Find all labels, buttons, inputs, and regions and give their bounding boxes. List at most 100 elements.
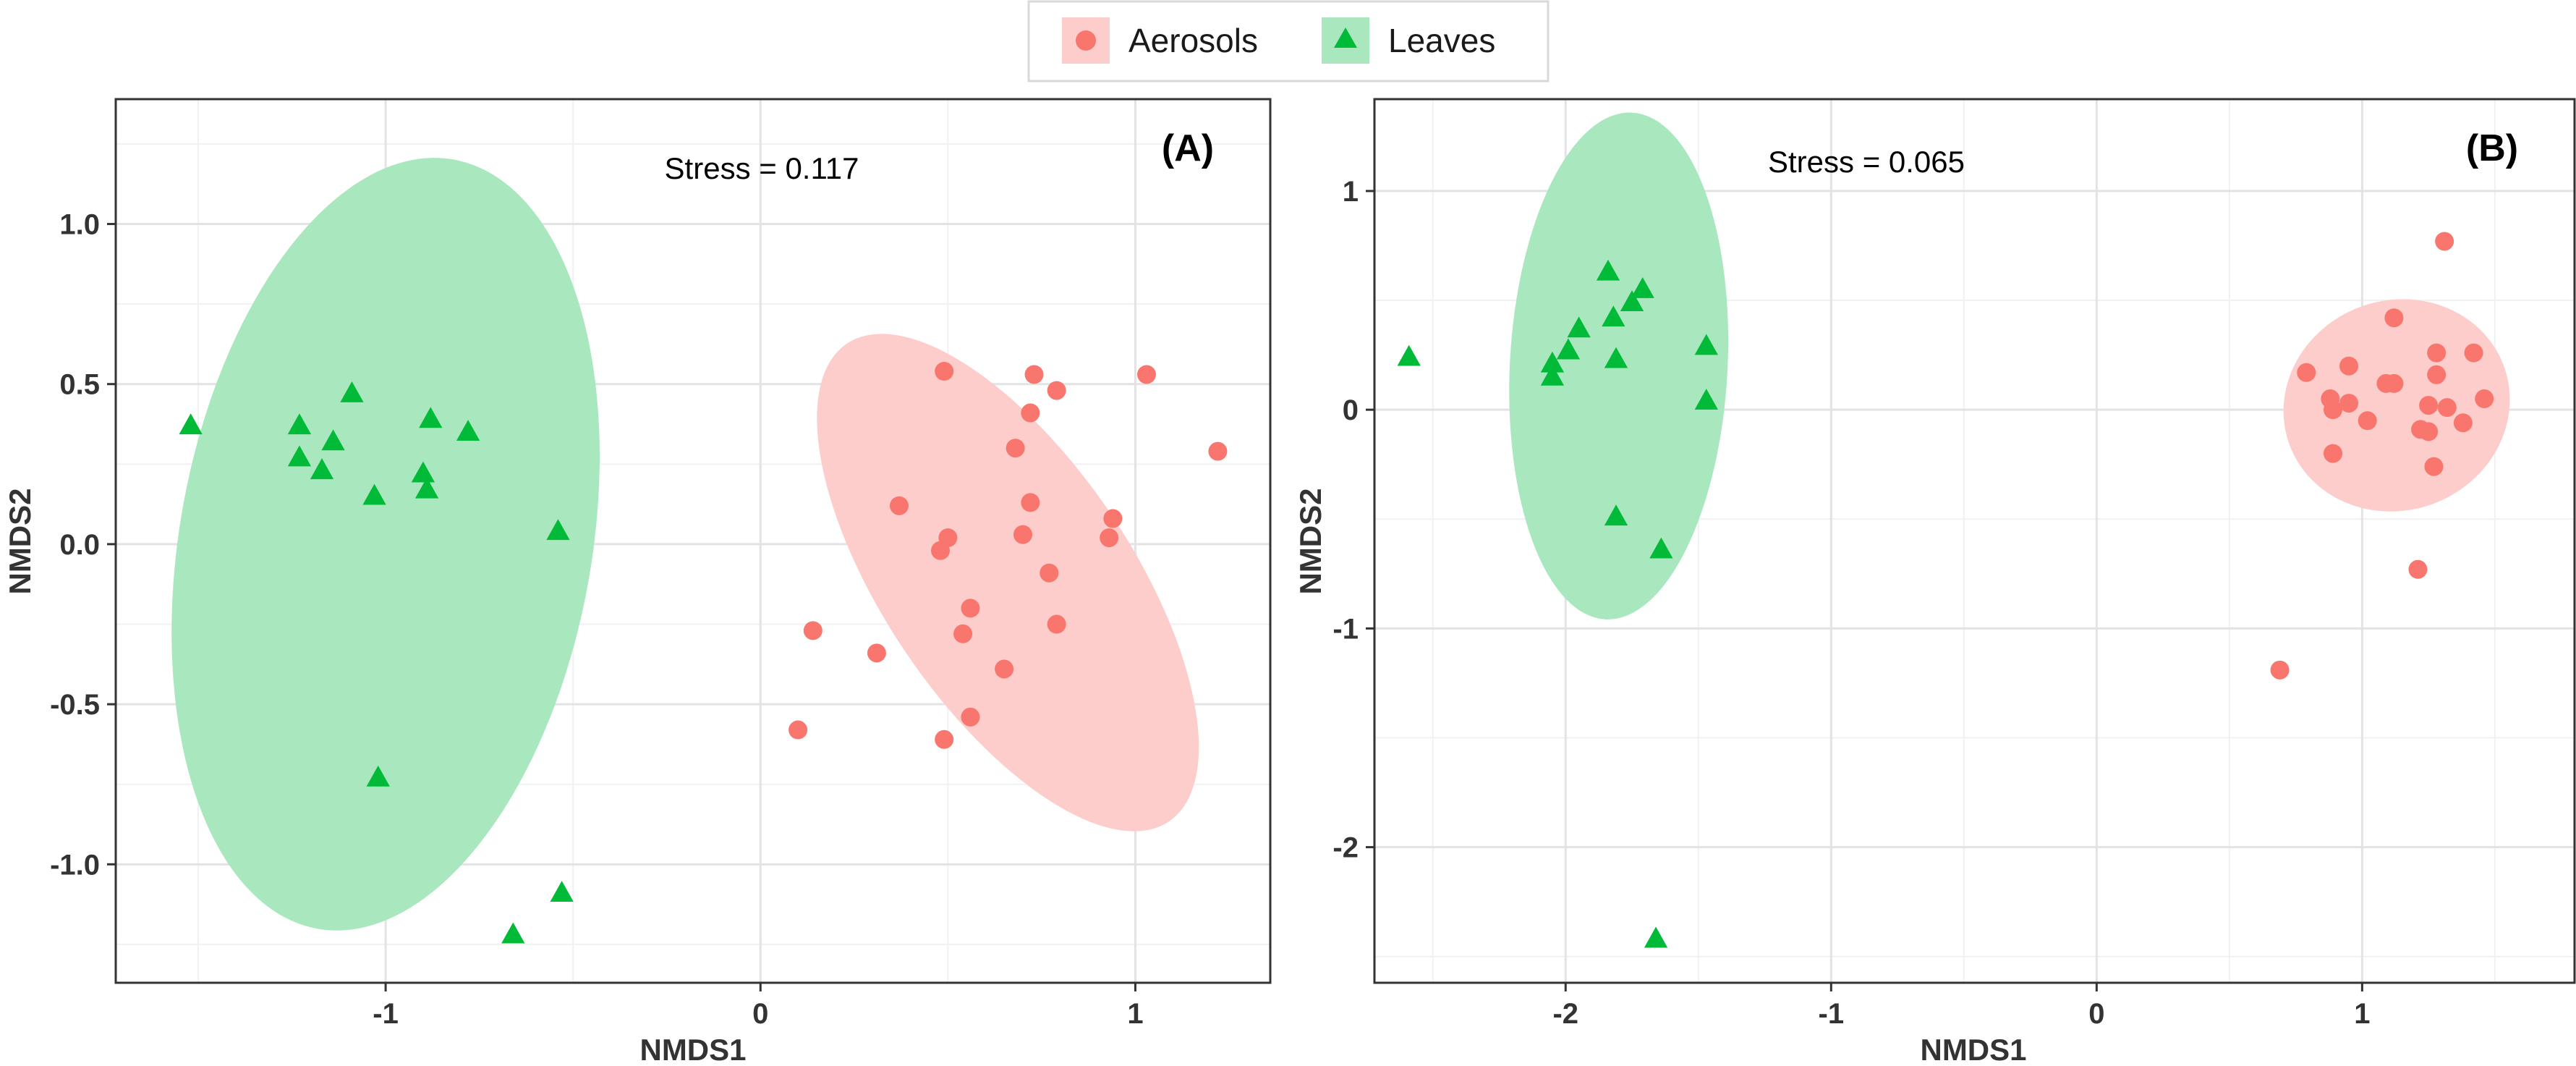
panel-b-point-leaves bbox=[1540, 351, 1565, 373]
panel-b-point-aerosols bbox=[2270, 660, 2290, 680]
panel-a-point-aerosols bbox=[1024, 365, 1044, 384]
panel-b-ellipses bbox=[1509, 112, 2510, 619]
panel-a-point-aerosols bbox=[1137, 365, 1156, 384]
panel-b-point-leaves bbox=[1602, 305, 1625, 327]
panel-b-point-leaves bbox=[1649, 537, 1673, 559]
panel-b-point-aerosols bbox=[2339, 356, 2359, 376]
panel-a-x-tick-label: -1 bbox=[373, 998, 399, 1030]
panel-b-point-leaves bbox=[1631, 276, 1654, 298]
panel-a-point-leaves bbox=[310, 458, 334, 480]
panel-b-x-tick-label: -2 bbox=[1552, 998, 1578, 1030]
panel-a-tag: (A) bbox=[1162, 127, 1214, 169]
panel-a-x-tick-label: 0 bbox=[752, 998, 768, 1030]
panel-a-point-aerosols bbox=[1013, 525, 1032, 544]
panel-a-x-tick-label: 1 bbox=[1127, 998, 1143, 1030]
legend: Aerosols Leaves bbox=[1027, 0, 1550, 83]
panel-a-point-aerosols bbox=[935, 729, 954, 749]
panel-a-axes: -1 0 1 -1.0 -0.5 0.0 0.5 1.0 bbox=[50, 209, 1144, 1030]
legend-label-aerosols: Aerosols bbox=[1128, 22, 1258, 59]
panel-a-border bbox=[114, 98, 1272, 984]
panel-a-y-tick-label: 1.0 bbox=[59, 209, 100, 241]
panel-b-border bbox=[1373, 98, 2576, 984]
panel-b-point-aerosols bbox=[2358, 411, 2377, 431]
panel-a-point-leaves bbox=[501, 922, 525, 944]
panel-a-y-tick-label: 0.0 bbox=[59, 529, 100, 561]
panel-b-point-aerosols bbox=[2384, 373, 2404, 393]
panel-b-axes: -2 -1 0 1 -2 -1 0 1 bbox=[1332, 176, 2370, 1030]
panel-a-point-aerosols bbox=[935, 362, 954, 381]
panel-a-point-leaves bbox=[287, 413, 312, 435]
panel-b-point-aerosols bbox=[2453, 413, 2473, 433]
panel-b-y-tick-label: -1 bbox=[1332, 613, 1359, 645]
panel-a: -1 0 1 -1.0 -0.5 0.0 0.5 1.0 Stress = 0.117 (A)… bbox=[3, 98, 1272, 1066]
panel-a-ellipse-aerosols bbox=[817, 334, 1199, 832]
legend-box bbox=[1027, 0, 1550, 83]
legend-label-leaves: Leaves bbox=[1388, 22, 1495, 59]
panel-a-y-tick-label: -0.5 bbox=[50, 689, 100, 721]
panel-a-point-aerosols bbox=[961, 707, 980, 727]
panel-a-ellipse-leaves bbox=[171, 158, 600, 931]
panel-a-point-aerosols bbox=[1100, 528, 1119, 548]
panel-b-point-aerosols bbox=[2323, 444, 2342, 463]
panel-a-point-leaves bbox=[366, 765, 390, 787]
panel-a-point-aerosols bbox=[1047, 381, 1066, 400]
panel-b-point-aerosols bbox=[2419, 396, 2439, 415]
panel-b-point-aerosols bbox=[2408, 559, 2428, 579]
panel-b-point-leaves bbox=[1644, 926, 1668, 948]
panel-b-point-aerosols bbox=[2424, 457, 2444, 476]
panel-b-point-aerosols bbox=[2464, 343, 2483, 363]
panel-b-point-leaves bbox=[1540, 364, 1565, 386]
panel-b-point-aerosols bbox=[2435, 232, 2454, 251]
panel-a-point-leaves bbox=[415, 477, 439, 499]
panel-b-y-axis-title: NMDS2 bbox=[1293, 488, 1327, 594]
panel-a-point-aerosols bbox=[867, 643, 886, 663]
panel-b-point-leaves bbox=[1694, 334, 1718, 355]
panel-b-point-leaves bbox=[1596, 259, 1620, 281]
panel-a-y-axis-title: NMDS2 bbox=[3, 488, 37, 594]
panel-b-tag: (B) bbox=[2466, 127, 2518, 169]
panel-a-point-leaves bbox=[321, 429, 345, 451]
panel-b-point-aerosols bbox=[2339, 394, 2359, 413]
panel-b-point-aerosols bbox=[2437, 398, 2457, 418]
panel-b-point-aerosols bbox=[2427, 343, 2447, 363]
panel-a-point-leaves bbox=[550, 881, 574, 902]
panel-a-point-aerosols bbox=[803, 621, 822, 640]
panel-a-y-tick-label: 0.5 bbox=[59, 369, 100, 401]
panel-b-point-leaves bbox=[1556, 338, 1581, 360]
panel-b-point-leaves bbox=[1397, 344, 1421, 366]
panel-b-y-tick-label: 0 bbox=[1343, 394, 1359, 426]
panel-b-x-tick-label: -1 bbox=[1819, 998, 1845, 1030]
panel-a-point-aerosols bbox=[890, 496, 909, 515]
panel-a-points bbox=[179, 362, 1228, 944]
panel-b-point-leaves bbox=[1604, 504, 1628, 526]
panel-b-y-tick-label: -2 bbox=[1332, 832, 1359, 864]
panel-a-point-aerosols bbox=[1208, 441, 1228, 461]
panel-a-point-aerosols bbox=[931, 541, 950, 560]
panel-a-point-leaves bbox=[419, 407, 443, 428]
panel-a-point-leaves bbox=[456, 420, 480, 441]
panel-a-x-axis-title: NMDS1 bbox=[639, 1033, 746, 1066]
panel-a-point-aerosols bbox=[1021, 403, 1040, 423]
panel-b-point-leaves bbox=[1604, 347, 1628, 368]
panel-a-point-aerosols bbox=[953, 624, 973, 643]
legend-key-aerosols-marker bbox=[1076, 30, 1096, 51]
panel-b-stress-annotation: Stress = 0.065 bbox=[1768, 145, 1965, 179]
panel-a-point-leaves bbox=[362, 483, 386, 505]
panel-b-x-tick-label: 0 bbox=[2088, 998, 2104, 1030]
panel-a-y-tick-label: -1.0 bbox=[50, 849, 100, 881]
panel-b-points bbox=[1397, 232, 2494, 948]
panel-a-point-aerosols bbox=[1040, 563, 1059, 583]
legend-key-leaves-marker bbox=[1334, 28, 1357, 48]
panel-b-point-leaves bbox=[1620, 290, 1644, 311]
panel-a-point-aerosols bbox=[1021, 493, 1040, 512]
panel-b-point-leaves bbox=[1567, 316, 1591, 338]
panel-b-point-aerosols bbox=[2384, 308, 2404, 328]
panel-b-point-aerosols bbox=[2323, 400, 2342, 420]
panel-a-point-aerosols bbox=[995, 659, 1014, 679]
panel-a-point-leaves bbox=[340, 381, 364, 402]
panel-a-point-aerosols bbox=[1103, 509, 1123, 528]
panel-a-ellipses bbox=[171, 158, 1199, 931]
panel-a-point-aerosols bbox=[1047, 614, 1066, 634]
panel-b-point-aerosols bbox=[2427, 365, 2447, 384]
